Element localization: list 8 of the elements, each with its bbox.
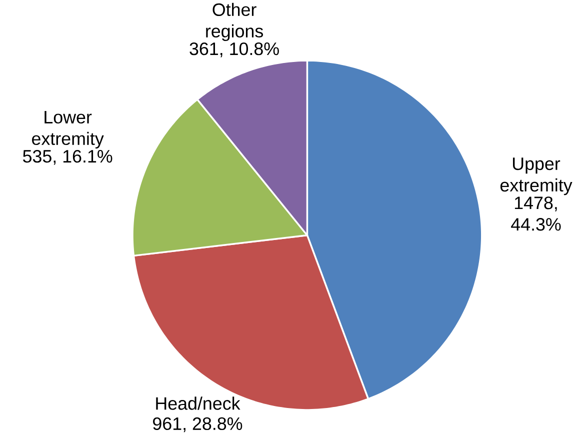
slice-label: Head/neck bbox=[156, 396, 240, 410]
slice-label: Lower extremity bbox=[32, 111, 104, 149]
data-label: 535, 16.1% bbox=[22, 150, 112, 165]
slice-label: Other regions bbox=[206, 2, 263, 42]
data-label: 1478, 44.3% bbox=[511, 196, 561, 231]
data-label: 361, 10.8% bbox=[190, 42, 279, 58]
slice-label: Upper extremity bbox=[500, 158, 572, 196]
data-label: 961, 28.8% bbox=[153, 417, 242, 432]
